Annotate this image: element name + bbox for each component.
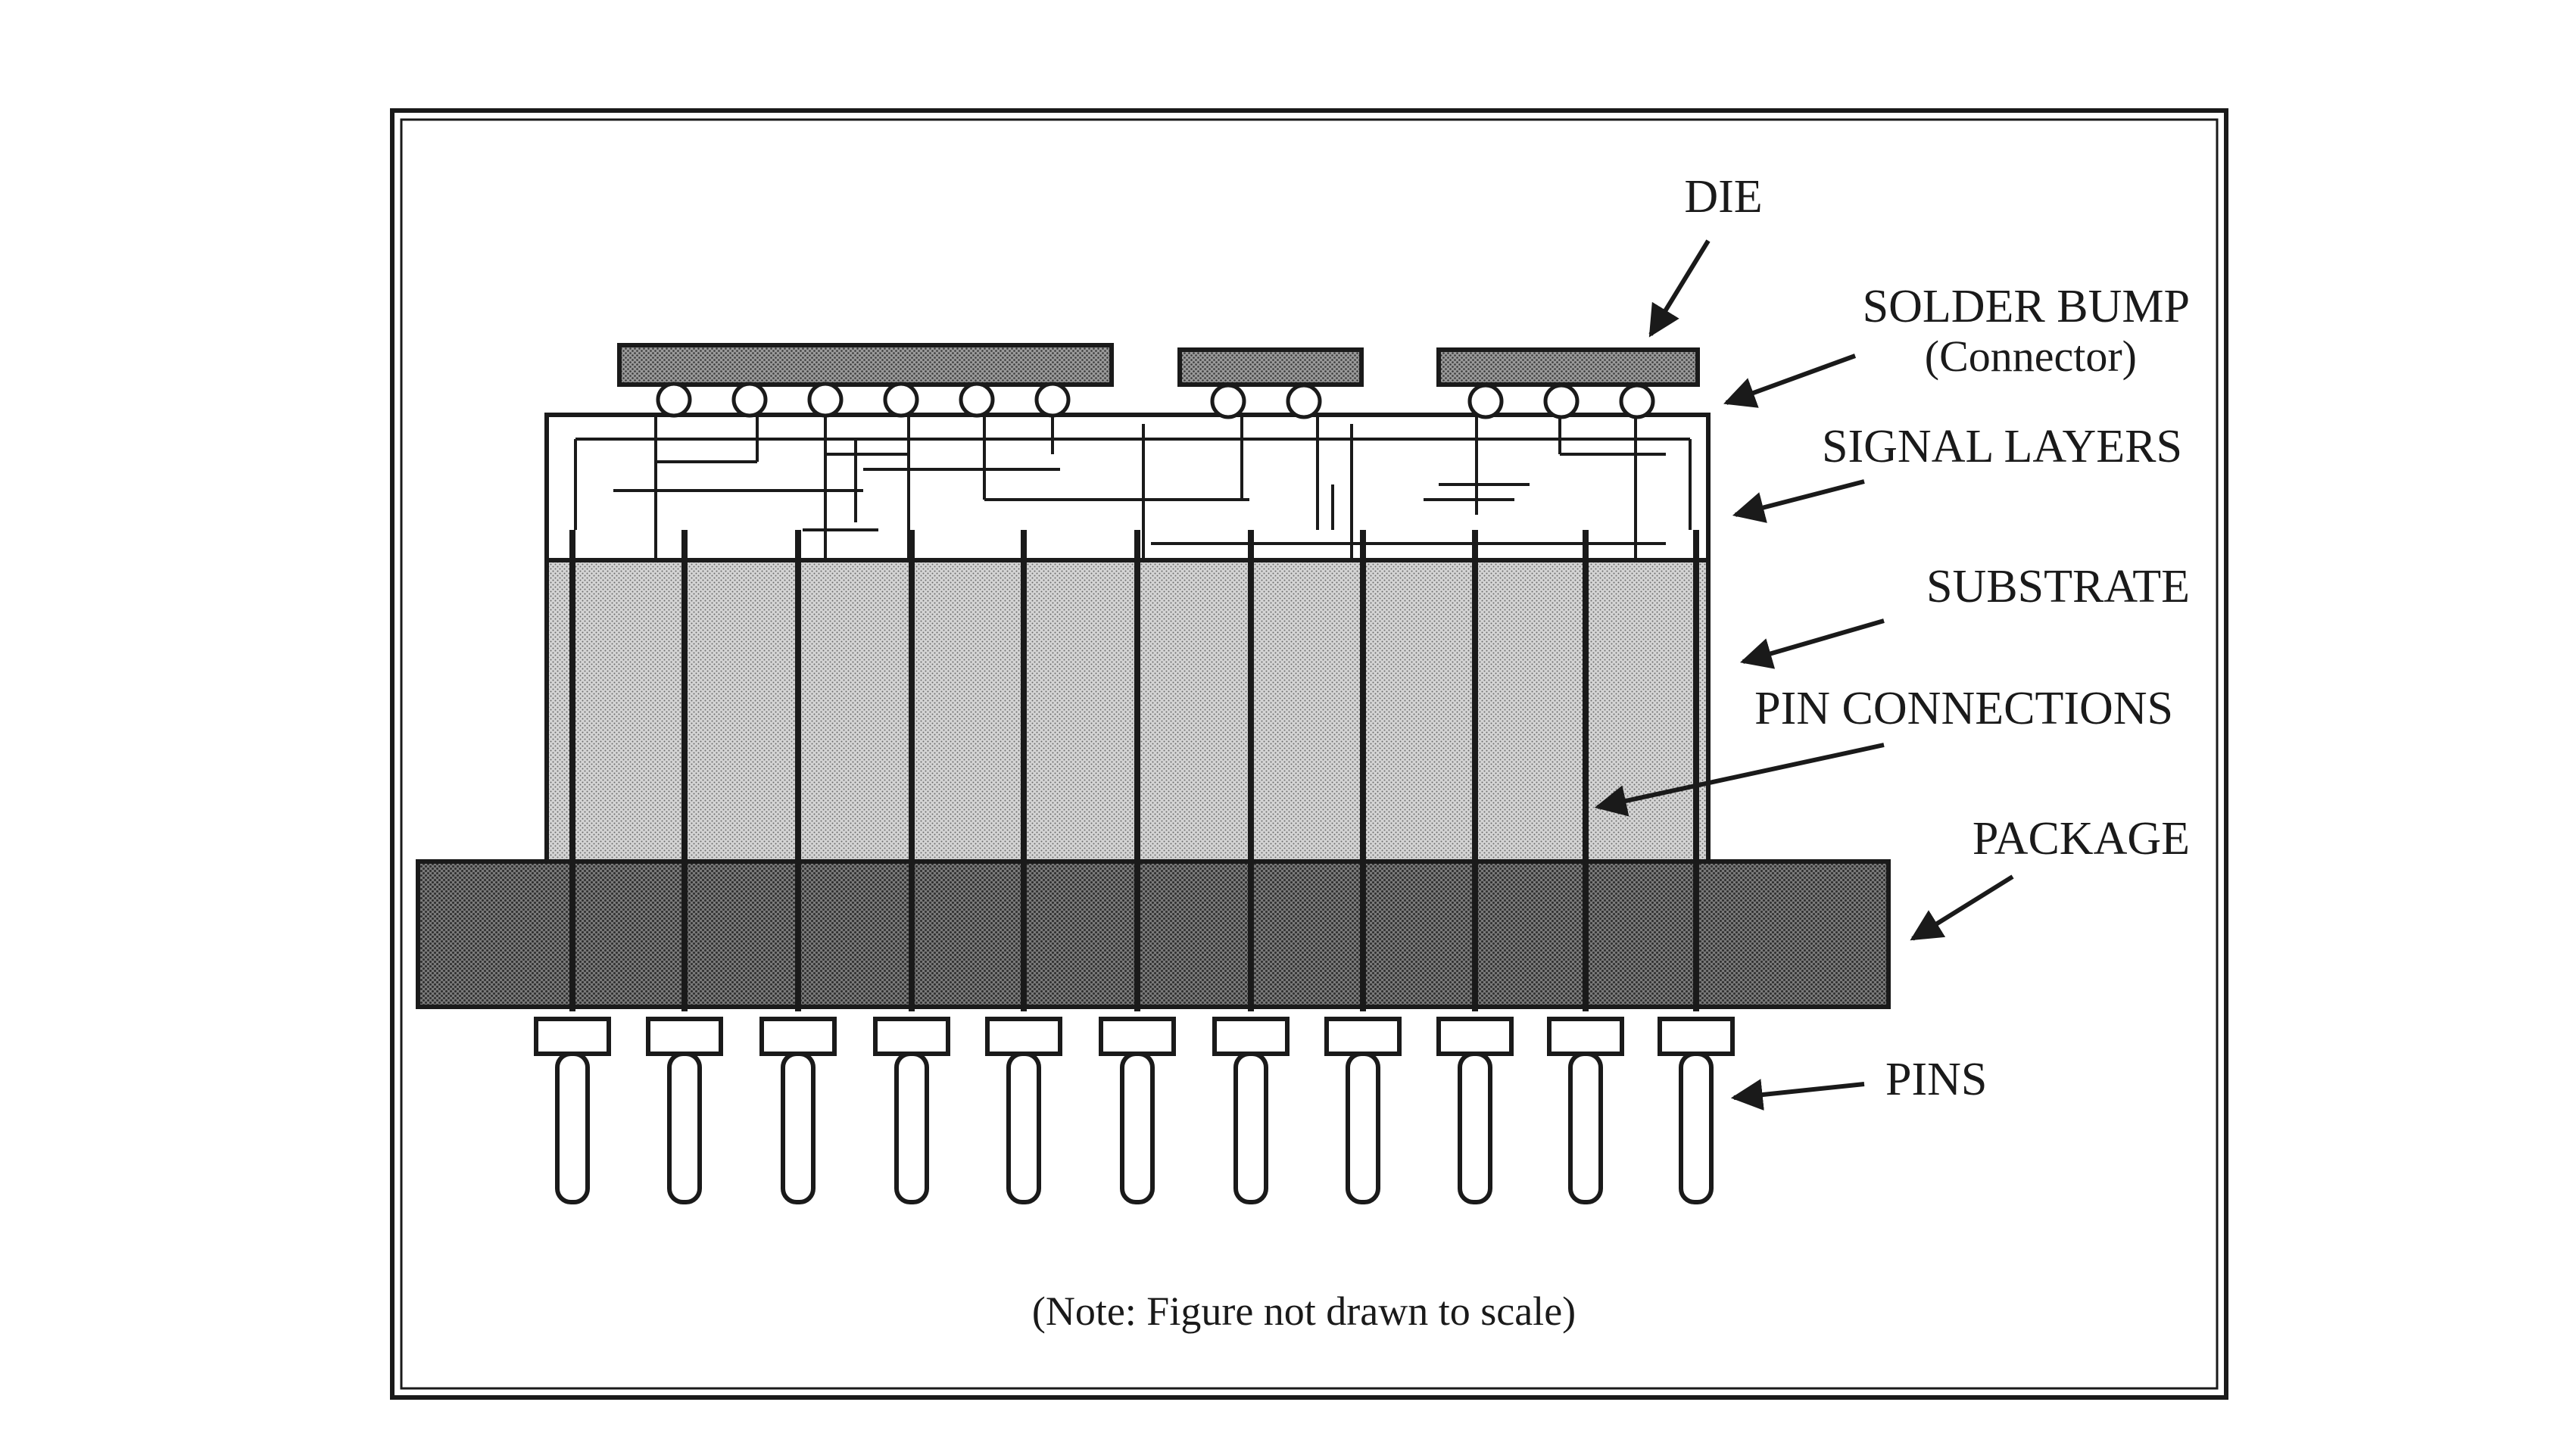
solder-bump (1543, 383, 1580, 419)
solder-bump (883, 382, 919, 418)
package-arrow (1910, 874, 2014, 941)
pin-connections-label: PIN CONNECTIONS (1754, 683, 2173, 734)
signal-layers-arrow (1732, 479, 1865, 523)
solder-bump (807, 382, 844, 418)
signal-layers-label: SIGNAL LAYERS (1822, 421, 2182, 472)
solder-bump (1286, 383, 1322, 419)
pins-arrow (1730, 1079, 1865, 1111)
solder-bump (731, 382, 768, 418)
die-1 (617, 343, 1114, 387)
signal-layers-box (544, 413, 1711, 562)
die-arrow (1648, 239, 1711, 338)
pin (1547, 1017, 1624, 1204)
frame-outer (390, 108, 2228, 1400)
package-label: PACKAGE (1973, 813, 2190, 865)
pin (1658, 1017, 1735, 1204)
substrate-arrow (1739, 618, 1885, 669)
pins-label: PINS (1885, 1054, 1987, 1105)
pin (1436, 1017, 1514, 1204)
solder-bump-sublabel: (Connector) (1925, 332, 2137, 381)
pin (534, 1017, 611, 1204)
die-3 (1436, 347, 1700, 387)
package (416, 859, 1891, 1009)
solder-bump (1467, 383, 1504, 419)
pins (534, 1017, 1735, 1204)
pin (1324, 1017, 1402, 1204)
solder-bump-arrow (1723, 354, 1857, 408)
solder-bump (959, 382, 995, 418)
substrate (544, 558, 1711, 865)
solder-bumps (656, 382, 1655, 419)
solder-bump (1034, 382, 1071, 418)
pin (985, 1017, 1062, 1204)
solder-bump (1619, 383, 1655, 419)
figure-note: (Note: Figure not drawn to scale) (1032, 1288, 1576, 1334)
solder-bump-label: SOLDER BUMP (1863, 281, 2190, 332)
pin-connections-arrow (1594, 743, 1885, 817)
frame-inner (400, 118, 2219, 1390)
pin (873, 1017, 950, 1204)
solder-bump (656, 382, 692, 418)
solder-bump (1210, 383, 1246, 419)
pin (1099, 1017, 1176, 1204)
pin (1212, 1017, 1290, 1204)
pin-connections (569, 530, 1699, 1011)
pin (646, 1017, 723, 1204)
die-label: DIE (1684, 171, 1762, 223)
die-2 (1177, 347, 1364, 387)
pin (759, 1017, 837, 1204)
substrate-label: SUBSTRATE (1926, 561, 2190, 612)
